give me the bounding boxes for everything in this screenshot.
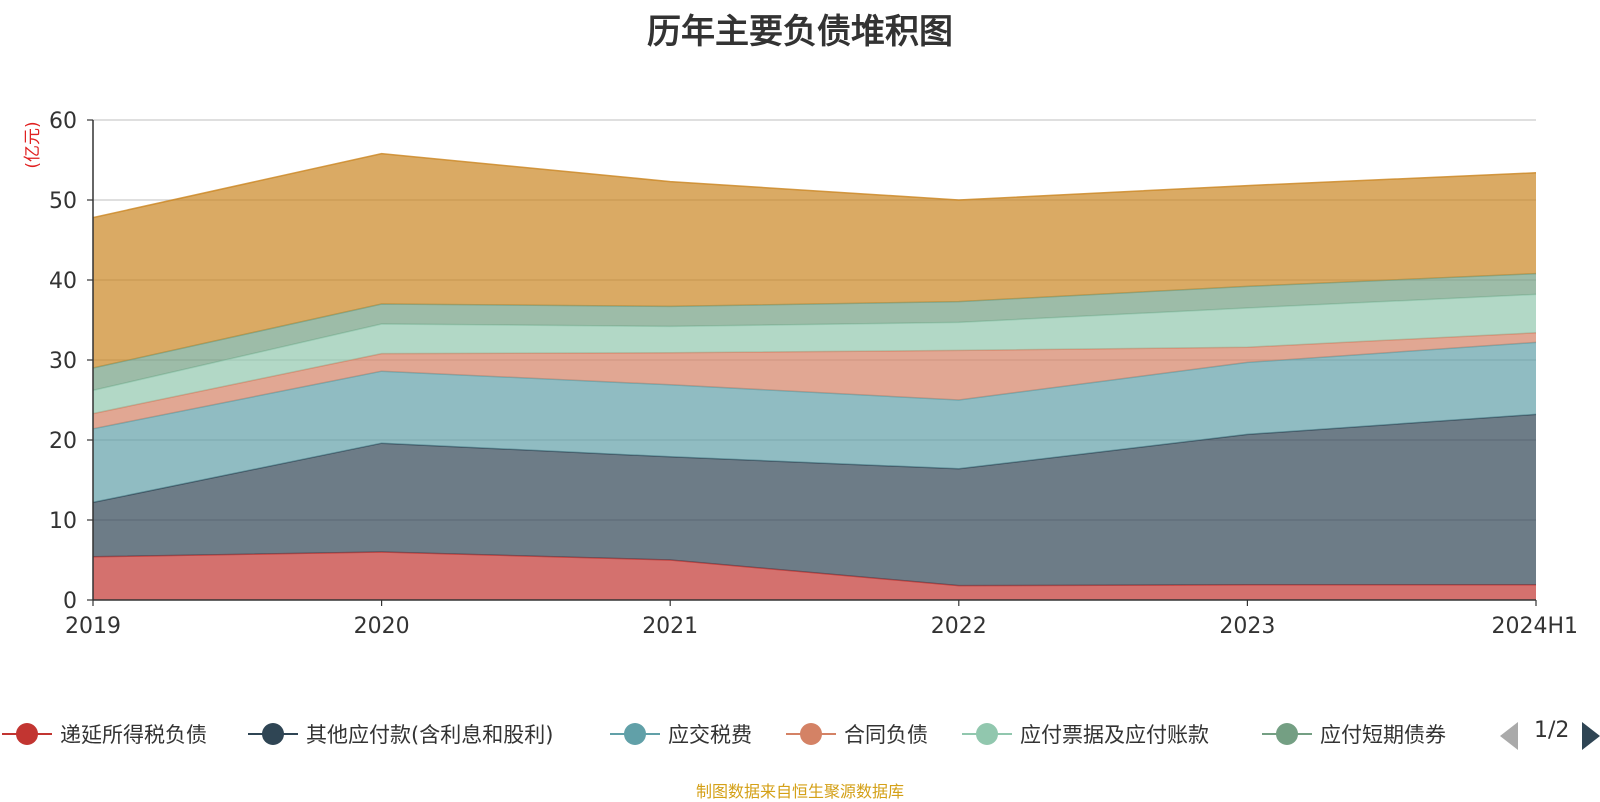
legend-marker-icon: [2, 716, 52, 752]
legend-item-notes-accounts-payable[interactable]: 应付票据及应付账款: [962, 716, 1209, 752]
legend-item-taxes-payable[interactable]: 应交税费: [610, 716, 752, 752]
legend-marker-icon: [962, 716, 1012, 752]
x-tick-label: 2024H1: [1491, 614, 1578, 639]
area-series-6[interactable]: [93, 153, 1536, 368]
pager-next-icon[interactable]: [1582, 722, 1600, 750]
legend-item-deferred-tax[interactable]: 递延所得税负债: [2, 716, 207, 752]
legend-marker-icon: [248, 716, 298, 752]
legend-item-other-payables[interactable]: 其他应付款(含利息和股利): [248, 716, 553, 752]
legend-label: 递延所得税负债: [60, 723, 207, 747]
y-tick-label: 20: [49, 429, 77, 454]
x-tick-label: 2023: [1219, 614, 1275, 639]
y-axis-unit-label: (亿元): [23, 121, 43, 168]
legend-marker-icon: [610, 716, 660, 752]
legend-marker-icon: [1262, 716, 1312, 752]
legend: 递延所得税负债 其他应付款(含利息和股利) 应交税费 合同负债 应付票据及应付账…: [0, 716, 1600, 752]
legend-label: 合同负债: [844, 723, 928, 747]
area-series-line-6: [92, 152, 1537, 219]
x-tick-label: 2021: [642, 614, 698, 639]
legend-pager: 1/2: [1500, 716, 1600, 752]
x-tick-label: 2022: [931, 614, 987, 639]
y-tick-label: 10: [49, 509, 77, 534]
area-series-2[interactable]: [93, 342, 1536, 503]
area-series-0[interactable]: [93, 552, 1536, 600]
legend-label: 其他应付款(含利息和股利): [306, 723, 554, 747]
legend-label: 应交税费: [668, 723, 752, 747]
chart-title: 历年主要负债堆积图: [647, 12, 953, 52]
x-tick-label: 2020: [354, 614, 410, 639]
legend-item-short-term-bonds[interactable]: 应付短期债券: [1262, 716, 1446, 752]
legend-label: 应付票据及应付账款: [1020, 723, 1209, 747]
area-series-1[interactable]: [93, 414, 1536, 586]
area-series-4[interactable]: [93, 294, 1536, 414]
legend-item-contract-liabilities[interactable]: 合同负债: [786, 716, 928, 752]
area-series-3[interactable]: [93, 332, 1536, 429]
y-tick-label: 60: [49, 109, 77, 134]
area-series-5[interactable]: [93, 273, 1536, 391]
legend-marker-icon: [786, 716, 836, 752]
source-note: 制图数据来自恒生聚源数据库: [695, 782, 904, 801]
pager-prev-icon[interactable]: [1500, 722, 1518, 750]
y-tick-label: 0: [63, 589, 77, 614]
legend-label: 应付短期债券: [1320, 723, 1446, 747]
pager-page-text: 1/2: [1534, 718, 1570, 743]
x-tick-label: 2019: [65, 614, 121, 639]
y-tick-label: 30: [49, 349, 77, 374]
y-tick-label: 50: [49, 189, 77, 214]
y-tick-label: 40: [49, 269, 77, 294]
